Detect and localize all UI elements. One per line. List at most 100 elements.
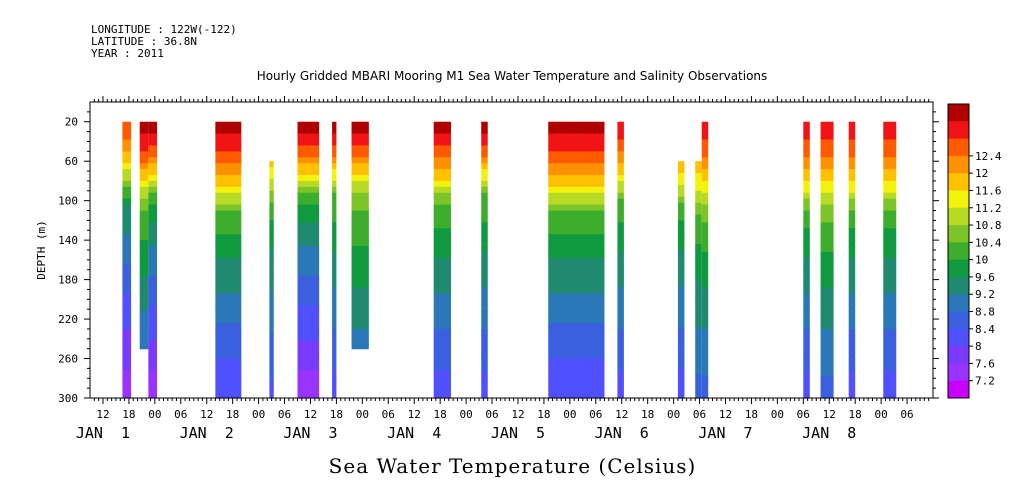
- data-cell: [269, 386, 274, 393]
- data-cell: [848, 180, 856, 188]
- data-cell: [617, 234, 624, 241]
- data-cell: [848, 323, 856, 330]
- data-cell: [701, 234, 709, 241]
- data-cell: [433, 370, 451, 377]
- data-cell: [215, 388, 242, 395]
- data-cell: [297, 157, 320, 164]
- data-cell: [269, 309, 274, 316]
- data-cell: [332, 180, 337, 188]
- data-cell: [848, 311, 856, 318]
- data-cell: [803, 263, 810, 271]
- data-segment-4: [269, 161, 274, 399]
- data-cell: [433, 151, 451, 158]
- data-cell: [803, 257, 810, 265]
- data-cell: [617, 269, 624, 277]
- data-cell: [139, 263, 149, 271]
- data-cell: [139, 323, 149, 330]
- x-tick-label: 06: [174, 408, 187, 421]
- data-cell: [677, 208, 685, 216]
- data-cell: [433, 127, 451, 135]
- x-tick-label: 12: [304, 408, 317, 421]
- data-cell: [677, 250, 685, 257]
- data-cell: [883, 240, 897, 247]
- data-cell: [677, 279, 685, 287]
- data-cell: [332, 163, 337, 170]
- data-cell: [677, 167, 685, 174]
- data-cell: [701, 334, 709, 342]
- data-cell: [215, 222, 242, 229]
- data-cell: [297, 394, 320, 399]
- data-cell: [695, 190, 702, 198]
- data-cell: [139, 210, 149, 218]
- colorbar-label: 8: [975, 340, 982, 353]
- data-cell: [695, 326, 702, 334]
- data-cell: [820, 305, 834, 312]
- data-cell: [332, 192, 337, 200]
- data-cell: [695, 267, 702, 275]
- data-cell: [803, 281, 810, 289]
- data-cell: [269, 214, 274, 221]
- data-cell: [148, 180, 158, 188]
- colorbar-label: 7.2: [975, 375, 995, 388]
- data-cell: [148, 334, 158, 342]
- day-label: JAN 6: [595, 424, 649, 442]
- data-cell: [677, 273, 685, 281]
- data-cell: [548, 157, 605, 164]
- data-cell: [481, 382, 488, 389]
- data-cell: [122, 394, 132, 399]
- colorbar-swatch: [948, 207, 969, 226]
- data-cell: [215, 257, 242, 265]
- data-cell: [803, 376, 810, 383]
- data-cell: [701, 246, 709, 253]
- colorbar-label: 10.8: [975, 219, 1002, 232]
- data-cell: [269, 255, 274, 263]
- data-cell: [695, 315, 702, 322]
- data-cell: [215, 323, 242, 330]
- colorbar-swatch: [948, 190, 969, 209]
- data-cell: [139, 139, 149, 147]
- data-cell: [481, 157, 488, 164]
- data-cell: [148, 370, 158, 377]
- data-cell: [215, 240, 242, 247]
- data-cell: [433, 352, 451, 360]
- data-cell: [848, 228, 856, 235]
- data-cell: [332, 251, 337, 259]
- data-cell: [617, 169, 624, 176]
- data-cell: [820, 328, 834, 336]
- data-cell: [617, 334, 624, 342]
- data-cell: [148, 364, 158, 371]
- data-cell: [433, 157, 451, 164]
- data-cell: [297, 186, 320, 194]
- data-cell: [139, 311, 149, 318]
- data-cell: [548, 275, 605, 283]
- data-cell: [351, 263, 369, 271]
- data-cell: [215, 358, 242, 366]
- data-cell: [848, 317, 856, 324]
- data-cell: [269, 244, 274, 251]
- data-cell: [148, 251, 158, 259]
- data-cell: [848, 139, 856, 147]
- y-tick-label: 180: [58, 274, 78, 287]
- data-cell: [848, 275, 856, 283]
- data-cell: [617, 287, 624, 295]
- data-cell: [617, 157, 624, 164]
- data-cell: [695, 167, 702, 174]
- data-cell: [215, 216, 242, 223]
- data-cell: [215, 145, 242, 152]
- data-cell: [701, 358, 709, 366]
- data-cell: [139, 228, 149, 235]
- data-cell: [701, 269, 709, 277]
- data-cell: [269, 380, 274, 387]
- data-cell: [122, 317, 132, 324]
- data-cell: [433, 257, 451, 265]
- data-cell: [122, 210, 132, 218]
- data-cell: [332, 394, 337, 399]
- data-cell: [215, 328, 242, 336]
- data-cell: [297, 216, 320, 223]
- x-tick-label: 06: [589, 408, 602, 421]
- data-cell: [848, 222, 856, 229]
- data-cell: [297, 151, 320, 158]
- data-cell: [701, 382, 709, 389]
- data-cell: [351, 240, 369, 247]
- x-tick-label: 00: [771, 408, 784, 421]
